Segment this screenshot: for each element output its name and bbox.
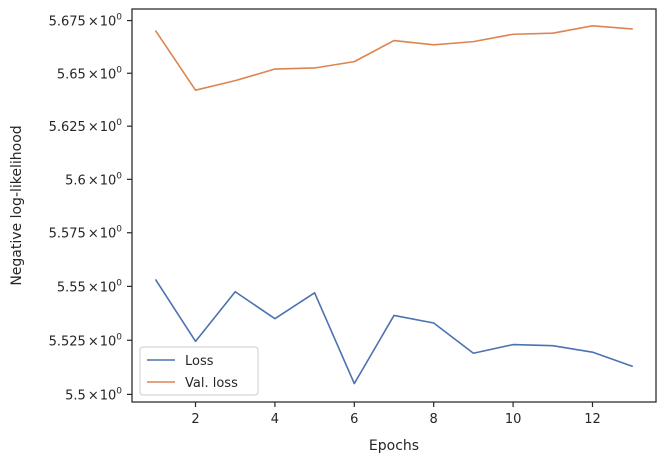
y-tick-exponent: 0 [116, 118, 122, 128]
y-tick-exponent: 0 [116, 278, 122, 288]
y-tick-label: 5.65 ×100 [57, 65, 122, 82]
y-tick-mantissa: 5.575 [49, 227, 86, 242]
x-axis-title: Epochs [369, 438, 419, 454]
y-tick-exponent: 0 [116, 225, 122, 235]
y-tick-times-sign: × [88, 173, 99, 188]
y-tick-mantissa: 5.525 [49, 334, 86, 349]
y-tick-label: 5.55 ×100 [57, 278, 122, 295]
y-tick-times-sign: × [88, 227, 99, 242]
y-tick-base: 10 [100, 280, 117, 295]
y-tick-base: 10 [100, 334, 117, 349]
y-tick-times-sign: × [88, 120, 99, 135]
y-tick-base: 10 [100, 227, 117, 242]
y-tick-label: 5.625 ×100 [49, 118, 123, 135]
y-tick-base: 10 [100, 120, 117, 135]
y-tick-times-sign: × [88, 334, 99, 349]
y-tick-exponent: 0 [116, 386, 122, 396]
series-line-loss [155, 279, 633, 385]
legend: Loss Val. loss [139, 346, 259, 396]
y-tick-exponent: 0 [116, 65, 122, 75]
y-tick-label: 5.6 ×100 [65, 171, 122, 188]
y-tick-base: 10 [100, 173, 117, 188]
legend-box [139, 346, 259, 396]
y-tick-base: 10 [100, 388, 117, 403]
y-tick-label: 5.5 ×100 [65, 386, 122, 403]
y-tick-base: 10 [100, 67, 117, 82]
x-axis-ticks: 2 4 6 8 10 12 [191, 402, 601, 427]
y-tick-mantissa: 5.625 [49, 120, 86, 135]
legend-label-loss: Loss [185, 354, 214, 369]
y-tick-mantissa: 5.5 [65, 388, 86, 403]
y-tick-exponent: 0 [116, 171, 122, 181]
y-tick-label: 5.675 ×100 [49, 13, 123, 30]
y-tick-mantissa: 5.65 [57, 67, 86, 82]
axes-frame [131, 8, 657, 403]
y-tick-mantissa: 5.55 [57, 280, 86, 295]
legend-label-val-loss: Val. loss [185, 376, 238, 391]
x-tick-label: 2 [191, 412, 199, 427]
plot-area [155, 25, 633, 385]
y-tick-label: 5.525 ×100 [49, 332, 123, 349]
y-tick-times-sign: × [88, 67, 99, 82]
y-axis-title: Negative log-likelihood [9, 125, 25, 285]
y-tick-times-sign: × [88, 280, 99, 295]
series-line-val-loss [155, 25, 633, 91]
y-tick-mantissa: 5.6 [65, 173, 86, 188]
y-tick-base: 10 [100, 15, 117, 30]
x-tick-label: 6 [350, 412, 358, 427]
x-tick-label: 4 [271, 412, 279, 427]
y-tick-exponent: 0 [116, 332, 122, 342]
y-tick-label: 5.575 ×100 [49, 225, 123, 242]
y-tick-times-sign: × [88, 15, 99, 30]
y-tick-mantissa: 5.675 [49, 15, 86, 30]
y-tick-times-sign: × [88, 388, 99, 403]
y-tick-exponent: 0 [116, 13, 122, 23]
x-tick-label: 8 [430, 412, 438, 427]
x-tick-label: 12 [584, 412, 601, 427]
x-tick-label: 10 [505, 412, 522, 427]
